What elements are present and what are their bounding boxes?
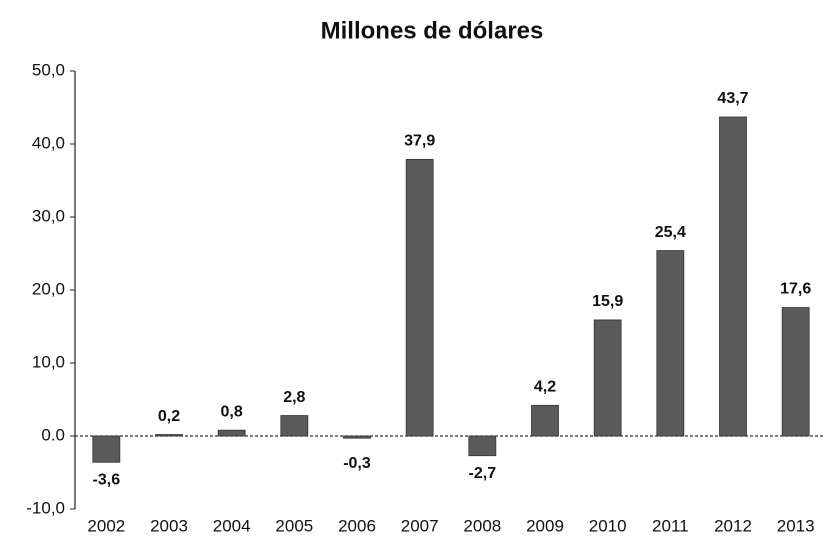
bar bbox=[468, 435, 497, 457]
bar bbox=[155, 434, 183, 437]
value-label: 15,9 bbox=[592, 293, 623, 310]
chart-title: Millones de dólares bbox=[321, 17, 544, 44]
x-tick-label: 2006 bbox=[338, 516, 376, 535]
x-tick-label: 2003 bbox=[150, 516, 188, 535]
bar bbox=[343, 435, 371, 439]
x-tick-label: 2008 bbox=[463, 516, 501, 535]
value-label: 25,4 bbox=[655, 224, 686, 241]
x-tick-label: 2011 bbox=[652, 516, 689, 535]
value-label: 43,7 bbox=[717, 90, 748, 107]
bar bbox=[656, 250, 685, 437]
bar bbox=[280, 415, 309, 437]
value-label: -0,3 bbox=[343, 455, 371, 472]
y-tick-label: 10,0 bbox=[32, 352, 65, 371]
x-tick-label: 2013 bbox=[777, 516, 815, 535]
value-label: 4,2 bbox=[534, 379, 556, 396]
bar bbox=[719, 116, 747, 437]
x-tick-label: 2002 bbox=[87, 516, 125, 535]
value-label: -3,6 bbox=[93, 471, 121, 488]
value-label: 37,9 bbox=[404, 133, 435, 150]
x-tick-label: 2005 bbox=[275, 516, 313, 535]
bar bbox=[92, 435, 121, 463]
bar bbox=[781, 307, 810, 437]
y-tick-label: 40,0 bbox=[32, 133, 65, 152]
value-label: 0,2 bbox=[158, 408, 180, 425]
bar bbox=[531, 404, 559, 437]
value-label: 0,8 bbox=[221, 403, 243, 420]
y-tick-label: -10,0 bbox=[26, 498, 65, 517]
x-tick-label: 2009 bbox=[526, 516, 564, 535]
x-tick-label: 2004 bbox=[213, 516, 251, 535]
x-tick-label: 2007 bbox=[401, 516, 439, 535]
y-tick-label: 50,0 bbox=[32, 60, 65, 79]
y-tick-label: 30,0 bbox=[32, 206, 65, 225]
x-tick-label: 2010 bbox=[589, 516, 627, 535]
bar bbox=[405, 158, 434, 437]
bar bbox=[593, 319, 622, 437]
value-label: -2,7 bbox=[469, 465, 497, 482]
y-tick-label: 20,0 bbox=[32, 279, 65, 298]
value-label: 2,8 bbox=[283, 389, 305, 406]
value-label: 17,6 bbox=[780, 281, 811, 298]
bar bbox=[217, 429, 246, 437]
x-tick-label: 2012 bbox=[714, 516, 752, 535]
y-tick-label: 0.0 bbox=[41, 425, 65, 444]
